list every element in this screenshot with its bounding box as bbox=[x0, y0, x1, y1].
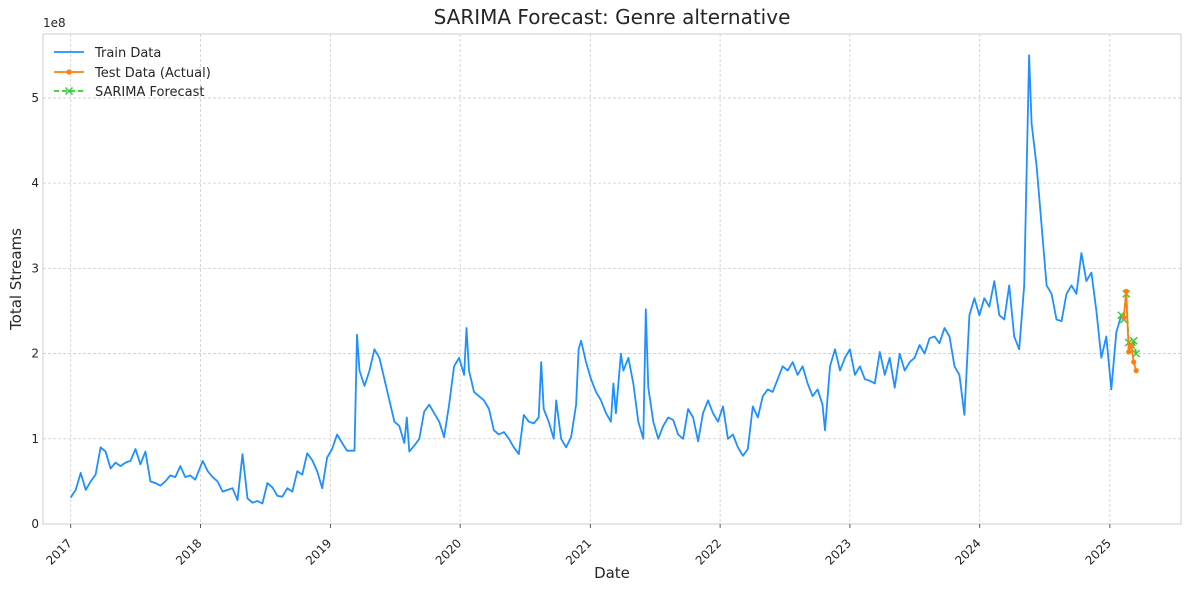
y-tick-label: 5 bbox=[31, 91, 39, 105]
legend-marker-forecast bbox=[65, 87, 73, 95]
grid bbox=[43, 34, 1181, 525]
legend-marker-test bbox=[66, 69, 72, 75]
legend-label-train: Train Data bbox=[94, 46, 161, 61]
y-axis-label: Total Streams bbox=[7, 228, 25, 331]
series-layer bbox=[69, 54, 1141, 505]
test-point bbox=[1123, 288, 1129, 294]
test-point bbox=[1128, 342, 1134, 348]
legend: Train Data Test Data (Actual) SARIMA For… bbox=[54, 46, 211, 100]
forecast-point bbox=[1132, 349, 1141, 358]
y-tick-label: 3 bbox=[31, 261, 39, 275]
legend-label-test: Test Data (Actual) bbox=[94, 66, 211, 81]
y-tick-label: 1 bbox=[31, 432, 39, 446]
x-axis-label: Date bbox=[594, 564, 630, 582]
chart-title: SARIMA Forecast: Genre alternative bbox=[434, 5, 791, 29]
series-train-line bbox=[69, 54, 1123, 505]
test-point bbox=[1126, 349, 1132, 355]
y-tick-label: 4 bbox=[31, 176, 39, 190]
test-point bbox=[1121, 315, 1127, 321]
y-tick-label: 2 bbox=[31, 347, 39, 361]
forecast-marker-stroke bbox=[1132, 349, 1141, 358]
y-scale-label: 1e8 bbox=[43, 16, 66, 30]
test-point bbox=[1131, 359, 1137, 365]
test-point bbox=[1133, 368, 1139, 374]
y-tick-label: 0 bbox=[31, 517, 39, 531]
legend-label-forecast: SARIMA Forecast bbox=[95, 85, 205, 100]
legend-x-stroke bbox=[65, 87, 73, 95]
plot-frame bbox=[42, 33, 1182, 525]
